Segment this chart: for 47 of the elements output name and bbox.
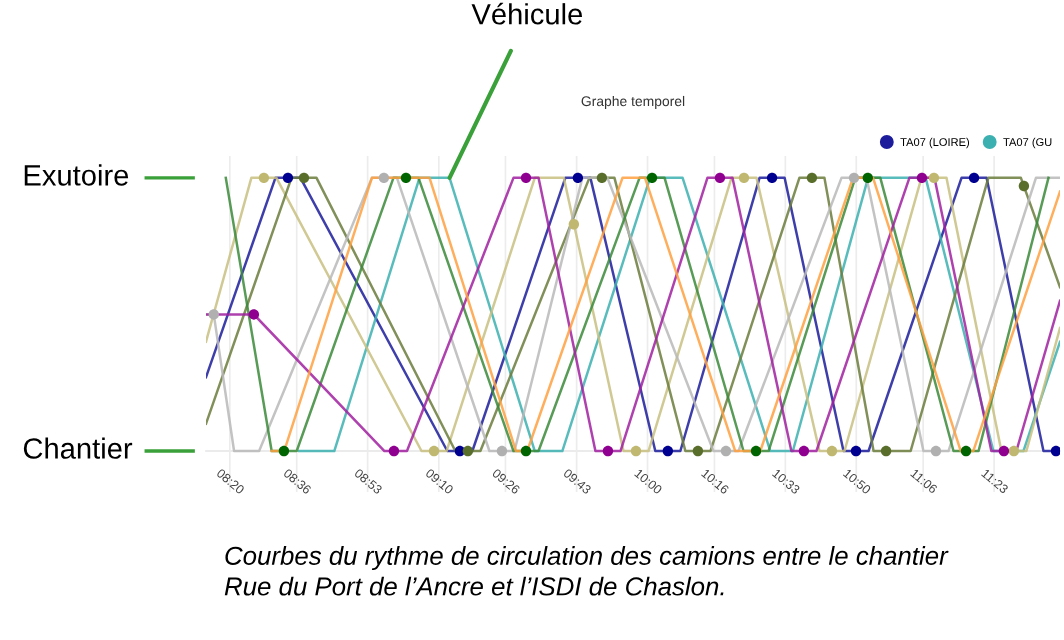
point [282, 172, 294, 184]
point [738, 172, 750, 184]
text: Exutoire [24, 164, 129, 186]
point [916, 172, 928, 184]
point [998, 445, 1010, 457]
point [826, 445, 838, 457]
point [400, 172, 412, 184]
point [248, 309, 260, 320]
point [750, 445, 762, 457]
point [298, 172, 310, 184]
point [1018, 180, 1030, 192]
point [880, 445, 892, 457]
point [848, 172, 860, 184]
point [568, 219, 580, 230]
point [766, 172, 778, 184]
point [714, 172, 726, 184]
point [596, 172, 608, 184]
point [928, 172, 940, 184]
point [662, 445, 674, 457]
point [960, 445, 972, 457]
point [378, 172, 390, 184]
point [602, 445, 614, 457]
point [850, 445, 862, 457]
point [496, 445, 508, 457]
point [428, 445, 440, 457]
point [1008, 445, 1020, 457]
point [572, 172, 584, 184]
point [646, 172, 658, 184]
point [930, 445, 942, 457]
point [388, 445, 400, 457]
point [806, 172, 818, 184]
point [258, 172, 270, 184]
point [520, 172, 532, 184]
point [798, 445, 810, 457]
point [692, 445, 704, 457]
text: Courbes du rythme de circulation des camions entre le chantier Rue du Port de l’Ancre et l’ISDI de Chaslon. [224, 546, 949, 596]
point [630, 445, 642, 457]
point [1050, 445, 1060, 457]
point [968, 172, 980, 184]
point [862, 172, 873, 184]
point [462, 445, 474, 457]
annotation: Véhicule [471, 2, 582, 25]
point [520, 445, 532, 457]
text: Chantier [23, 437, 133, 459]
point [720, 445, 732, 457]
point [208, 309, 219, 320]
point [278, 445, 290, 457]
